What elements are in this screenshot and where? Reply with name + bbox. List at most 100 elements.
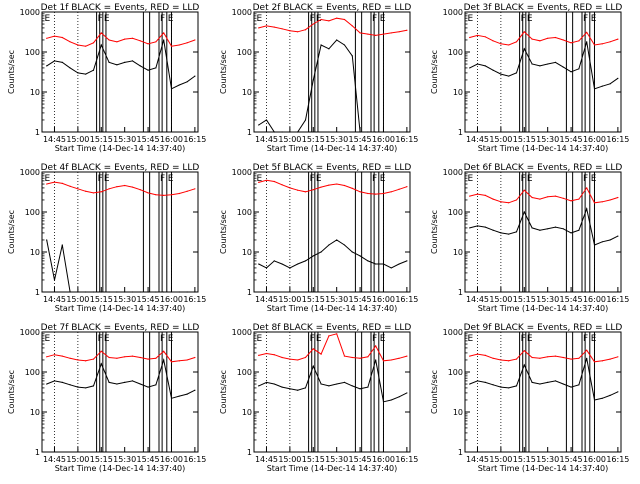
x-axis-label: Start Time (14-Dec-14 14:37:40) <box>267 304 398 313</box>
y-tick-label: 100 <box>448 208 463 217</box>
data-point <box>609 83 611 85</box>
x-axis-label: Start Time (14-Dec-14 14:37:40) <box>478 464 609 473</box>
data-point <box>515 199 518 201</box>
y-tick-label: 10 <box>242 248 252 257</box>
data-point <box>500 201 502 203</box>
data-point <box>77 386 79 388</box>
series-line-events <box>469 358 619 401</box>
data-point <box>320 251 322 253</box>
data-point <box>258 263 260 265</box>
data-point <box>320 18 322 21</box>
data-point <box>265 119 268 121</box>
data-point <box>297 189 299 191</box>
data-point <box>155 384 157 386</box>
y-tick-label: 100 <box>237 208 252 217</box>
data-point <box>539 383 541 385</box>
plot-frame <box>253 171 411 293</box>
data-point <box>328 20 330 22</box>
x-tick-label: 15:30 <box>325 295 348 304</box>
data-point <box>53 35 56 37</box>
data-point <box>554 61 557 63</box>
flag-marker-e: E <box>316 334 322 344</box>
data-point <box>469 67 471 69</box>
data-point <box>108 188 110 190</box>
data-point <box>476 225 479 227</box>
data-point <box>539 198 541 200</box>
x-tick-label: 15:15 <box>513 455 536 464</box>
series-line-events <box>46 358 196 399</box>
data-point <box>570 200 572 202</box>
series-line-events <box>258 359 408 403</box>
data-point <box>367 260 369 262</box>
y-tick-label: 10 <box>30 248 40 257</box>
data-point <box>336 383 338 385</box>
data-point <box>531 38 533 40</box>
x-tick-label: 16:15 <box>183 135 206 144</box>
x-tick-label: 15:45 <box>137 135 160 144</box>
x-tick-label: 14:45 <box>466 455 489 464</box>
series-line-lld <box>469 31 619 46</box>
y-tick-label: 1000 <box>20 168 40 177</box>
data-point <box>601 201 603 203</box>
data-point <box>297 389 299 391</box>
series-line-lld <box>469 186 619 204</box>
data-point <box>406 29 408 31</box>
y-tick-label: 1 <box>35 448 40 457</box>
data-point <box>343 44 346 46</box>
x-tick-label: 15:00 <box>489 455 512 464</box>
data-point <box>46 65 48 67</box>
y-axis-label: Counts/sec <box>7 210 16 254</box>
data-point <box>578 357 580 359</box>
flag-marker-f: F <box>310 174 315 184</box>
plot-frame <box>253 331 411 453</box>
data-point <box>508 75 510 77</box>
data-point <box>375 34 377 37</box>
data-point <box>593 88 596 90</box>
panel-title: Det 3f BLACK = Events, RED = LLD <box>464 3 623 13</box>
data-point <box>139 291 141 293</box>
data-point <box>500 232 502 234</box>
data-point <box>139 189 141 191</box>
data-point <box>375 193 377 195</box>
data-point <box>139 356 141 359</box>
data-point <box>484 354 486 357</box>
data-point <box>406 186 408 188</box>
data-point <box>289 30 291 32</box>
data-point <box>586 41 588 43</box>
data-point <box>85 360 87 362</box>
data-point <box>147 358 149 360</box>
x-axis-label: Start Time (14-Dec-14 14:37:40) <box>55 464 186 473</box>
data-point <box>617 38 619 40</box>
flag-marker-f: F <box>521 174 526 184</box>
data-point <box>170 397 173 399</box>
data-point <box>367 192 369 195</box>
data-point <box>515 385 518 387</box>
y-tick-label: 1000 <box>443 8 463 17</box>
data-point <box>297 263 299 265</box>
data-point <box>484 194 486 197</box>
data-point <box>609 239 611 241</box>
data-point <box>617 356 619 358</box>
y-axis-label: Counts/sec <box>430 210 439 254</box>
flag-marker-e: E <box>257 174 263 184</box>
data-point <box>178 360 180 362</box>
data-point <box>77 72 79 74</box>
series-line-lld <box>46 181 196 196</box>
data-point <box>351 25 353 27</box>
series-line-lld <box>46 350 196 363</box>
data-point <box>586 349 588 351</box>
x-tick-label: 16:15 <box>395 135 418 144</box>
data-point <box>77 359 79 361</box>
data-point <box>85 291 87 293</box>
series-line-lld <box>258 179 408 195</box>
y-axis-label: Counts/sec <box>430 370 439 414</box>
flag-marker-f: F <box>372 14 377 24</box>
flag-marker-e: E <box>257 334 263 344</box>
data-point <box>351 356 353 359</box>
data-point <box>131 60 134 62</box>
data-point <box>554 36 557 39</box>
data-point <box>617 235 619 237</box>
